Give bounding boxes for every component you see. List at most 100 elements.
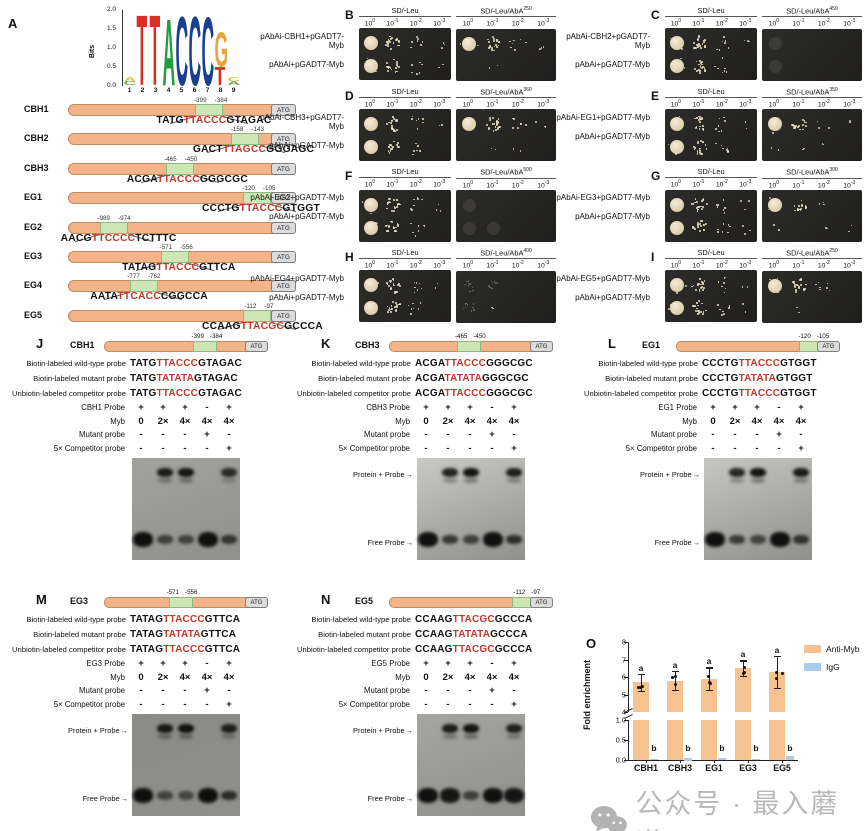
colony-spot (702, 283, 705, 285)
condition-value: 0 (423, 415, 429, 427)
media-label: SD/-Leu/AbA350 (762, 87, 862, 99)
sig-letter: b (753, 743, 759, 753)
colony-spot (694, 127, 698, 130)
colony-spot (680, 57, 682, 60)
sequence-part: GCCCA (490, 629, 528, 640)
strain-labels: pAbAi-CBH3+pGADT7-Myb pAbAi+pGADT7-Myb (250, 113, 344, 165)
gene-list: CBH1 -399 -384 ATG TATGTTACCCGTAGAC CBH2 … (6, 97, 323, 335)
probe-sequence: CCAAGTATATAGCCCA (415, 629, 528, 640)
gel-band-shifted (156, 724, 173, 733)
atg-box: ATG (245, 597, 268, 608)
colony-spot (799, 279, 802, 282)
condition-value: + (160, 402, 166, 414)
motif-sequence: TTACGC (240, 320, 285, 332)
gel-band-shifted (463, 724, 480, 733)
colony-spot (725, 71, 728, 73)
binding-site-positions: -112 -97 (513, 589, 541, 596)
dilution-label: 10-3 (843, 99, 856, 109)
colony-spot (363, 36, 378, 51)
colony-spot (385, 43, 388, 46)
position-right: -974 (118, 214, 131, 222)
colony-spot (819, 288, 821, 291)
dilution-label: 10-3 (739, 18, 752, 28)
colony-spot (699, 311, 702, 313)
position-right: -450 (184, 155, 198, 163)
colony-spot (389, 67, 392, 70)
probe-label: Biotin-labeled wild-type probe (26, 615, 126, 624)
data-point (780, 671, 784, 675)
colony-spot (675, 63, 678, 66)
gel-band-free (418, 788, 438, 803)
colony-spot (817, 120, 819, 123)
mini-promoter-diagram: -120 -105 ATG (676, 333, 842, 353)
colony-spot (694, 227, 697, 231)
condition-value: + (776, 429, 782, 441)
y1h-assay-panel: pAbAi-CBH1+pGADT7-Myb pAbAi+pGADT7-Myb B… (250, 6, 556, 84)
colony-spot (489, 286, 491, 288)
dilution-label: 10-1 (692, 18, 705, 28)
colony-spot (412, 231, 415, 233)
y-tick-label: 7 (606, 655, 626, 664)
probe-list: Biotin-labeled wild-type probe CCCTGTTACC… (580, 356, 862, 401)
position-left: -120 (242, 185, 255, 193)
colony-spot (487, 46, 490, 49)
condition-value: - (139, 698, 143, 710)
probe-sequence: CCCTGTTACCCGTGGT (702, 388, 817, 399)
y-tick (624, 720, 628, 721)
dilution-label: 10-3 (537, 179, 550, 190)
colony-spot (394, 130, 397, 133)
dilution-label: 10-2 (409, 179, 422, 189)
probe-row: Biotin-labeled mutant probe TATGTATATAGTA… (8, 371, 290, 386)
probe-label: Unbiotin-labeled competitor probe (12, 645, 126, 654)
colony-spot (389, 148, 392, 150)
colony-spot (792, 281, 795, 283)
logo-letter: A (124, 75, 137, 83)
colony-spot (393, 58, 396, 61)
condition-values: + + + - + (415, 658, 525, 669)
plate-column-aba: SD/-Leu/AbA250 100 10-1 10-2 10-3 (762, 248, 862, 326)
condition-value: + (138, 658, 144, 670)
error-bar-cap (740, 676, 747, 678)
colony-spot (496, 46, 498, 48)
gene-row: CBH3 -465 -450 ATG ACGATTACCCGGGCGC (6, 155, 308, 188)
y1h-row: pAbAi-EG2+pGADT7-Myb pAbAi+pGADT7-Myb F … (250, 167, 862, 245)
logo-y-tick: 0.0 (106, 82, 116, 89)
chart-y-axis-label: Fold enrichment (582, 659, 593, 731)
motif-sequence: TTAGCC (222, 144, 267, 156)
gel-band-free (750, 535, 767, 544)
binding-site-positions: -158 -143 (227, 126, 268, 133)
colony-spot (717, 203, 719, 206)
colony-spot (805, 206, 808, 209)
colony-spot (728, 305, 731, 307)
dilution-label: 10-2 (715, 18, 728, 28)
colony-spot (513, 49, 516, 52)
colony-spot (494, 148, 497, 151)
probe-row: Biotin-labeled wild-type probe CCCTGTTACC… (580, 356, 862, 371)
sig-letter: b (719, 743, 725, 753)
logo-y-ticks: 2.0 1.5 1.0 0.5 0.0 (94, 6, 120, 89)
probe-sequence: TATAGTTACCCGTTCA (130, 644, 240, 655)
colony-spot (717, 228, 720, 231)
colony-spot (488, 285, 490, 288)
logo-letter: C (228, 76, 241, 83)
colony-spot (411, 116, 414, 118)
colony-spot (724, 41, 727, 44)
motif-sequence: TTACCC (157, 173, 200, 185)
colony-spot (416, 40, 419, 43)
gel-band-free (156, 535, 173, 544)
colony-spot (491, 147, 493, 150)
condition-label: Myb (682, 416, 697, 426)
colony-spot (391, 148, 394, 151)
dilution-labels: 100 10-1 10-2 10-3 (359, 259, 451, 270)
colony-spot (723, 282, 725, 285)
bait-strain-label: pAbAi-CBH2+pGADT7-Myb (566, 32, 650, 50)
condition-value: 4× (486, 415, 498, 427)
atg-box: ATG (271, 250, 296, 263)
colony-spot (850, 224, 853, 227)
logo-x-tick: 2 (140, 87, 145, 94)
colony-spot (421, 118, 424, 120)
logo-y-axis (122, 10, 123, 86)
colony-spot (702, 199, 705, 202)
colony-spot (803, 289, 805, 291)
sequence-part: GGGCGC (486, 388, 533, 399)
